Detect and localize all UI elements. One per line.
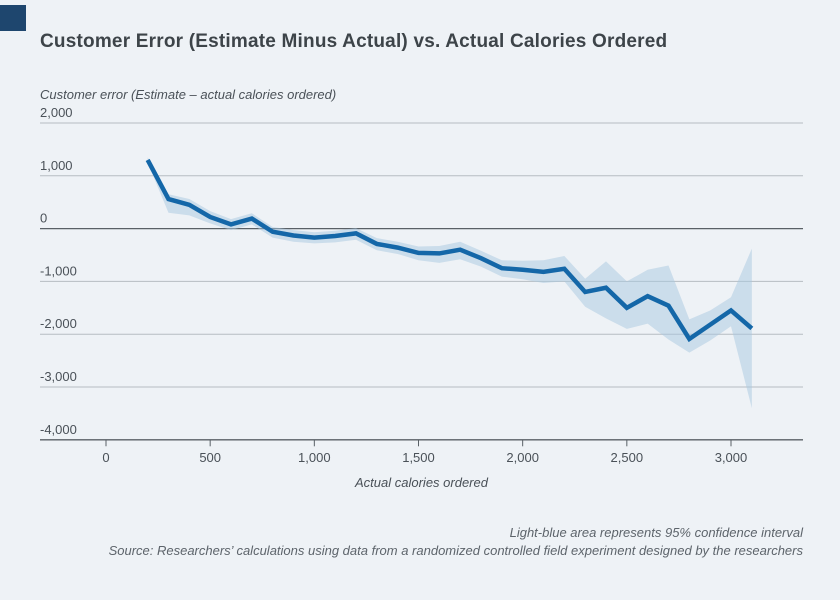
x-axis-title: Actual calories ordered [355, 475, 488, 490]
x-tick-label: 1,000 [298, 450, 331, 465]
x-tick-label: 0 [102, 450, 109, 465]
source-note: Source: Researchers’ calculations using … [108, 543, 803, 558]
x-tick-label: 500 [199, 450, 221, 465]
footer-notes: Light-blue area represents 95% confidenc… [109, 524, 803, 560]
brand-corner-square [0, 5, 26, 31]
y-tick-label: 1,000 [40, 158, 73, 173]
y-tick-label: -2,000 [40, 316, 77, 331]
confidence-interval-note: Light-blue area represents 95% confidenc… [509, 525, 803, 540]
y-axis-title: Customer error (Estimate – actual calori… [40, 87, 337, 102]
y-tick-label: -4,000 [40, 422, 77, 437]
chart-title: Customer Error (Estimate Minus Actual) v… [40, 31, 668, 52]
error-line [145, 158, 754, 343]
y-tick-label: 0 [40, 211, 47, 226]
y-tick-label: -3,000 [40, 369, 77, 384]
x-tick-label: 1,500 [402, 450, 435, 465]
y-tick-label: 2,000 [40, 105, 73, 120]
confidence-band [147, 157, 752, 409]
x-tick-label: 2,000 [506, 450, 539, 465]
y-tick-label: -1,000 [40, 263, 77, 278]
x-tick-label: 2,500 [611, 450, 644, 465]
x-tick-label: 3,000 [715, 450, 748, 465]
